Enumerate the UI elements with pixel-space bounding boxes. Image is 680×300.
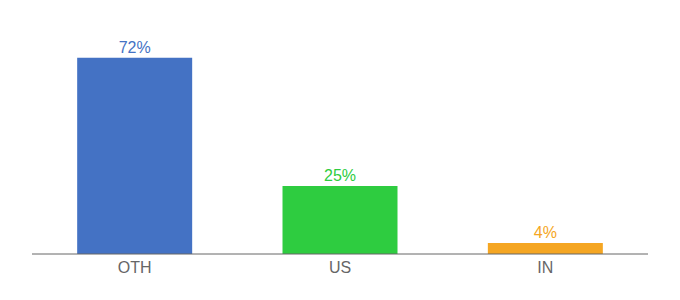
- svg-text:72%: 72%: [119, 39, 151, 56]
- svg-text:25%: 25%: [324, 167, 356, 184]
- svg-text:4%: 4%: [534, 224, 557, 241]
- svg-text:OTH: OTH: [118, 259, 152, 276]
- svg-text:IN: IN: [537, 259, 553, 276]
- svg-text:US: US: [329, 259, 351, 276]
